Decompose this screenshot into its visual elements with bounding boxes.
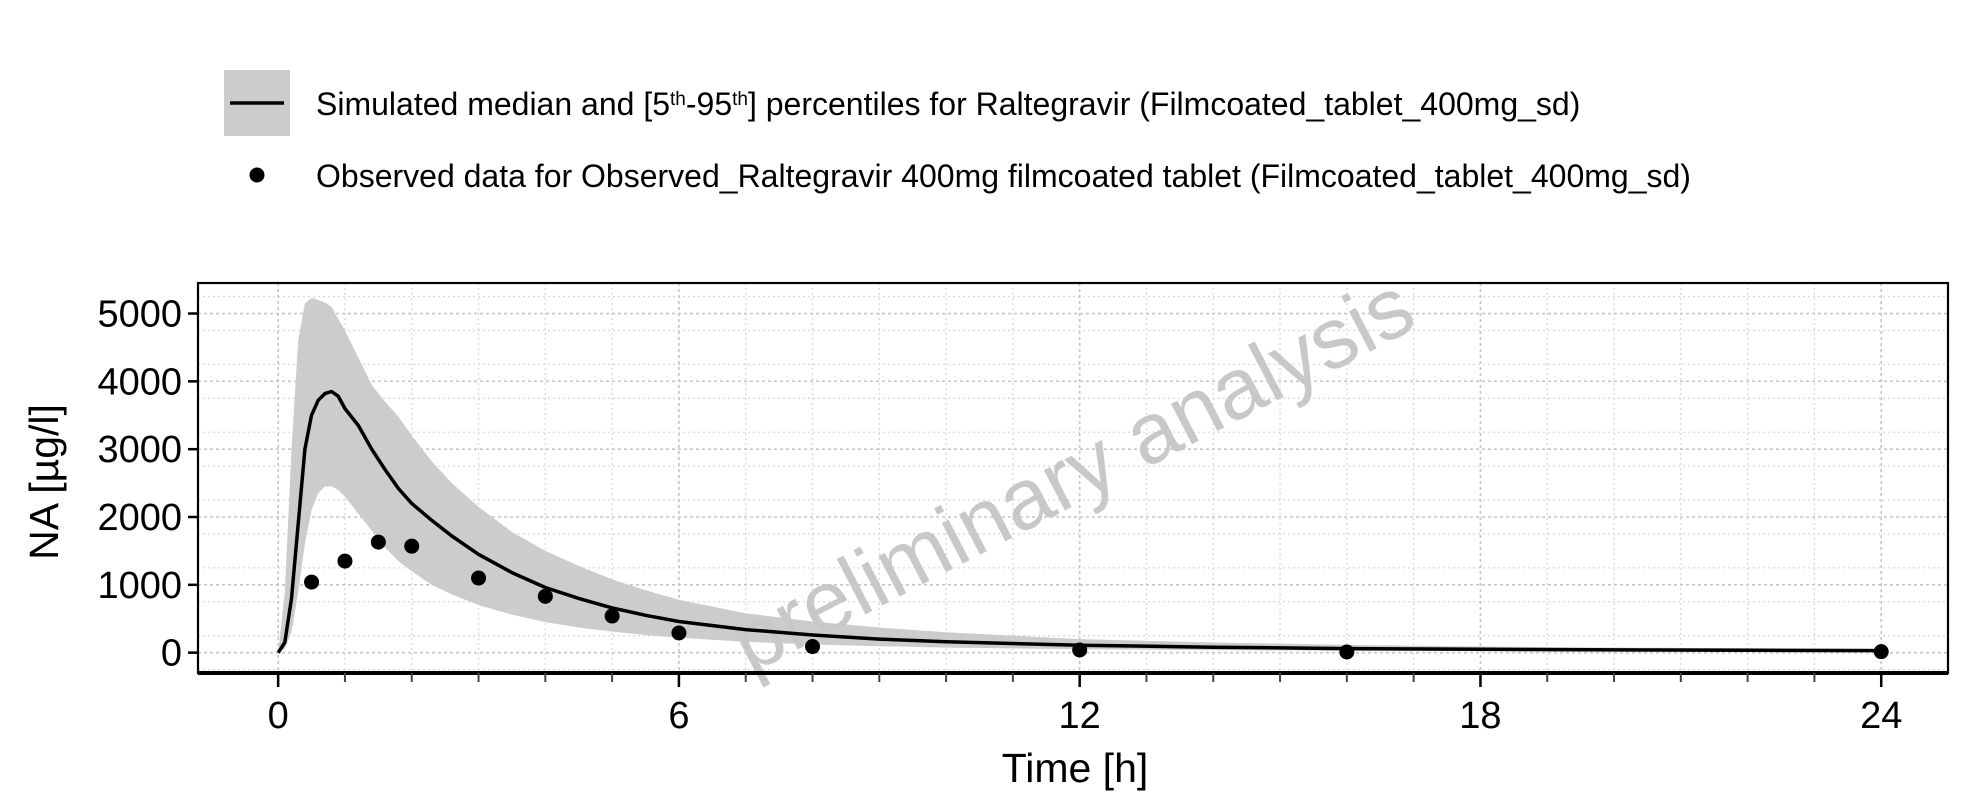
observed-point — [304, 574, 320, 590]
observed-point — [1072, 642, 1088, 658]
median-line-layer — [276, 389, 1882, 654]
x-tick-label: 12 — [1059, 695, 1101, 737]
legend-item-simulated: Simulated median and [5th-95th] percenti… — [220, 68, 1960, 140]
observed-points-layer — [304, 534, 1889, 660]
y-tick-label: 5000 — [97, 294, 182, 336]
y-tick-label: 0 — [161, 633, 182, 675]
y-axis-title: NA [µg/l] — [21, 404, 67, 560]
axes: 0 6 12 18 24 0 1000 2000 3000 4000 5000 — [97, 281, 1950, 737]
observed-point — [1873, 644, 1889, 660]
x-tick-label: 6 — [668, 695, 689, 737]
legend: Simulated median and [5th-95th] percenti… — [220, 68, 1960, 212]
y-tick-label: 4000 — [97, 361, 182, 403]
x-tick-label: 0 — [268, 695, 289, 737]
legend-label-observed: Observed data for Observed_Raltegravir 4… — [316, 158, 1691, 194]
y-tick-label: 2000 — [97, 497, 182, 539]
observed-point — [604, 608, 620, 624]
observed-point — [1339, 644, 1355, 660]
x-tick-label: 18 — [1459, 695, 1501, 737]
observed-point — [671, 625, 687, 641]
legend-key-point — [249, 167, 265, 183]
observed-point — [805, 639, 821, 655]
legend-key-ribbon-line — [224, 70, 290, 136]
observed-point — [370, 534, 386, 550]
median-line — [276, 389, 1882, 654]
legend-item-observed: Observed data for Observed_Raltegravir 4… — [220, 140, 1960, 212]
x-tick-label: 24 — [1860, 695, 1902, 737]
observed-point — [337, 553, 353, 569]
x-axis-title: Time [h] — [1002, 745, 1149, 791]
y-tick-label: 3000 — [97, 429, 182, 471]
observed-point — [537, 588, 553, 604]
observed-point — [404, 538, 420, 554]
observed-point — [471, 570, 487, 586]
y-tick-label: 1000 — [97, 565, 182, 607]
legend-label-simulated: Simulated median and [5th-95th] percenti… — [316, 86, 1581, 122]
